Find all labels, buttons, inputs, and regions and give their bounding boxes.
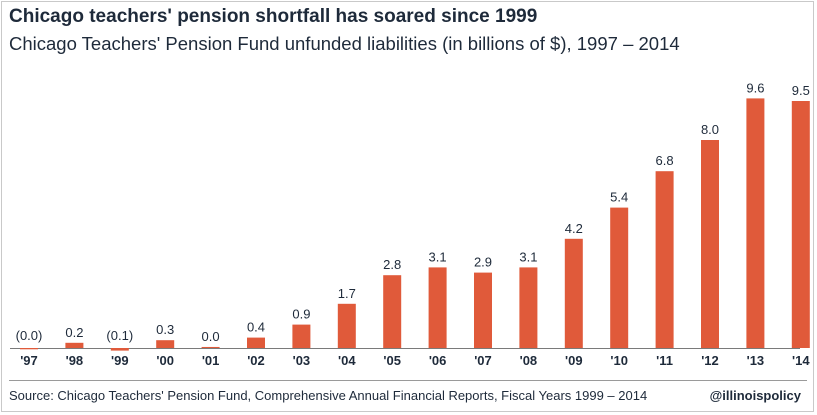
- x-tick-label-15: '12: [701, 353, 719, 368]
- data-label-6: 0.9: [292, 307, 310, 322]
- x-tick-label-10: '07: [474, 353, 492, 368]
- x-tick-label-0: '97: [20, 353, 38, 368]
- data-label-16: 9.6: [746, 80, 764, 95]
- chart-subtitle: Chicago Teachers' Pension Fund unfunded …: [9, 33, 680, 54]
- x-tick-label-3: '00: [156, 353, 174, 368]
- data-label-8: 2.8: [383, 257, 401, 272]
- bar-10: [474, 272, 492, 348]
- bar-13: [610, 207, 629, 348]
- x-tick-label-17: '14: [792, 353, 810, 368]
- bar-8: [383, 275, 402, 348]
- data-label-11: 3.1: [519, 249, 537, 264]
- bar-17: [791, 101, 810, 348]
- x-tick-label-5: '02: [247, 353, 265, 368]
- data-label-12: 4.2: [565, 221, 583, 236]
- data-label-10: 2.9: [474, 255, 492, 270]
- bar-1: [65, 342, 84, 348]
- bar-3: [156, 340, 175, 348]
- x-tick-label-7: '04: [338, 353, 356, 368]
- data-label-5: 0.4: [247, 320, 265, 335]
- footer-divider: [9, 380, 807, 381]
- bar-15: [701, 140, 719, 348]
- data-label-7: 1.7: [338, 286, 356, 301]
- x-tick-label-9: '06: [429, 353, 447, 368]
- chart-title: Chicago teachers' pension shortfall has …: [9, 6, 538, 27]
- data-label-14: 6.8: [656, 153, 674, 168]
- bar-16: [746, 98, 765, 349]
- bar-7: [337, 303, 356, 348]
- data-label-1: 0.2: [65, 325, 83, 340]
- bar-14: [655, 171, 674, 348]
- x-tick-label-14: '11: [656, 353, 673, 368]
- bar-6: [292, 324, 311, 348]
- brand-handle: @illinoispolicy: [709, 388, 801, 403]
- data-label-13: 5.4: [610, 190, 628, 205]
- data-label-9: 3.1: [429, 249, 447, 264]
- x-tick-label-2: '99: [111, 353, 129, 368]
- data-label-3: 0.3: [156, 322, 174, 337]
- x-tick-label-8: '05: [383, 353, 401, 368]
- x-tick-label-12: '09: [565, 353, 583, 368]
- data-label-15: 8.0: [701, 122, 719, 137]
- x-tick-label-16: '13: [747, 353, 765, 368]
- source-note: Source: Chicago Teachers' Pension Fund, …: [9, 388, 648, 403]
- x-tick-label-4: '01: [202, 353, 220, 368]
- x-tick-label-13: '10: [610, 353, 628, 368]
- data-label-2: (0.1): [106, 328, 133, 343]
- bar-2: [110, 348, 129, 351]
- data-label-0: (0.0): [16, 328, 43, 343]
- bar-5: [247, 337, 265, 348]
- bar-4: [201, 346, 220, 348]
- bar-9: [428, 267, 447, 348]
- x-tick-label-6: '03: [293, 353, 311, 368]
- bar-11: [519, 267, 538, 348]
- x-tick-label-11: '08: [520, 353, 538, 368]
- data-label-17: 9.5: [792, 83, 810, 98]
- x-tick-label-1: '98: [66, 353, 84, 368]
- data-label-4: 0.0: [202, 329, 220, 344]
- bar-12: [564, 238, 583, 348]
- bar-0: [20, 348, 38, 350]
